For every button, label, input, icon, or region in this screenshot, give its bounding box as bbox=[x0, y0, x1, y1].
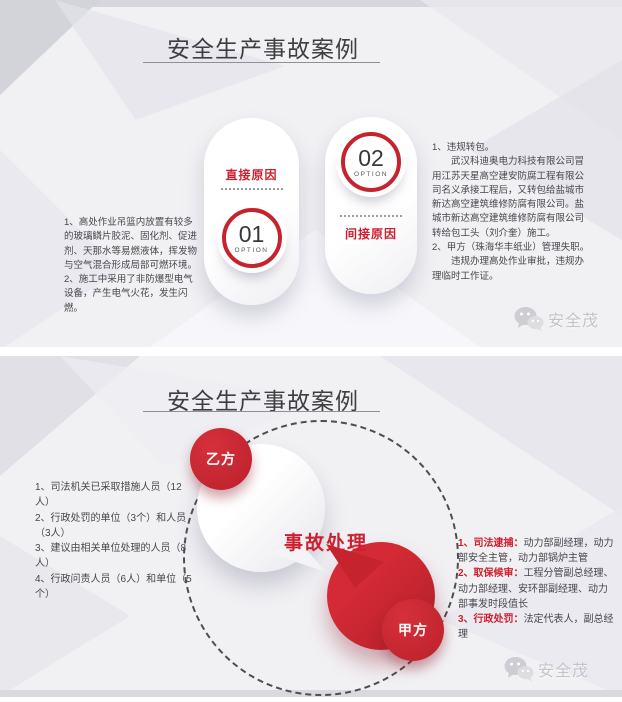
party-a-badge: 甲方 bbox=[382, 599, 444, 661]
title-underline bbox=[143, 62, 380, 63]
polygon-background bbox=[0, 0, 622, 347]
penalty-lead: 2、取保候审： bbox=[458, 568, 524, 580]
cause-item: 2、甲方（珠海华丰纸业）管理失职。 bbox=[432, 242, 590, 254]
cause-item: 1、违规转包。 bbox=[432, 142, 495, 153]
penalty-text: 动力部副经理，动力部安全主管，动力部锅炉主管 bbox=[458, 538, 614, 565]
list-item: 1、司法逮捕：动力部副经理，动力部安全主管，动力部锅炉主管 bbox=[458, 536, 614, 566]
option-circle-02: 02 OPTION bbox=[341, 132, 401, 192]
slide1-title: 安全生产事故案例 bbox=[167, 36, 359, 62]
watermark: 安全茂 bbox=[504, 656, 589, 682]
slide-bottom-accident-handling: 安全生产事故案例 事故处理 乙方 甲方 1、司法机关已采取措施人员（12人） 2… bbox=[0, 356, 622, 697]
list-item: 3、行政处罚：法定代表人，副总经理 bbox=[458, 612, 614, 642]
cause-item: 武汉科迪奥电力科技有限公司冒用江苏天星高空建安防腐工程有限公司名义承接工程后，又… bbox=[432, 156, 585, 239]
list-item: 2、取保候审：工程分管副总经理、动力部经理、安环部副经理、动力部事发时段值长 bbox=[458, 566, 614, 612]
watermark-text: 安全茂 bbox=[548, 313, 600, 330]
list-item: 2、行政处罚的单位（3个）和人员（3人） bbox=[35, 512, 187, 539]
direct-cause-label: 直接原因 bbox=[225, 168, 278, 182]
watermark: 安全茂 bbox=[514, 306, 599, 332]
indirect-cause-label: 间接原因 bbox=[344, 227, 397, 241]
cause-item: 2、施工中采用了非防爆型电气设备，产生电气火花，发生闪燃。 bbox=[64, 274, 193, 314]
penalty-lead: 1、司法逮捕： bbox=[458, 538, 524, 549]
capsule-indirect-cause: 02 OPTION 间接原因 bbox=[325, 117, 417, 294]
cause-item: 违规办理高处作业审批，违规办理临时工作证。 bbox=[432, 256, 585, 282]
slide2-title: 安全生产事故案例 bbox=[167, 388, 359, 414]
option-caption: OPTION bbox=[354, 170, 388, 178]
watermark-text: 安全茂 bbox=[538, 663, 590, 680]
list-item: 4、行政问责人员（6人）和单位（5个） bbox=[35, 573, 192, 601]
capsule-direct-cause: 直接原因 01 OPTION bbox=[204, 118, 299, 305]
list-item: 3、建议由相关单位处理的人员（8人） bbox=[35, 543, 187, 570]
option-number: 02 bbox=[358, 144, 384, 171]
wechat-icon bbox=[514, 307, 544, 332]
cause-item: 1、高处作业吊篮内放置有较多的玻璃鳞片胶泥、固化剂、促进剂、天那水等易燃液体，挥… bbox=[64, 217, 198, 271]
penalty-detail-list: 1、司法逮捕：动力部副经理，动力部安全主管，动力部锅炉主管 2、取保候审：工程分… bbox=[458, 536, 614, 642]
direct-cause-text-block: 1、高处作业吊篮内放置有较多的玻璃鳞片胶泥、固化剂、促进剂、天那水等易燃液体，挥… bbox=[64, 216, 200, 316]
penalty-text: 工程分管副总经理、动力部经理、安环部副经理、动力部事发时段值长 bbox=[458, 568, 614, 610]
penalty-text: 法定代表人，副总经理 bbox=[458, 614, 614, 641]
wechat-icon bbox=[504, 657, 534, 682]
title-underline bbox=[143, 411, 380, 412]
handling-summary-list: 1、司法机关已采取措施人员（12人） 2、行政处罚的单位（3个）和人员（3人） … bbox=[35, 480, 195, 602]
indirect-cause-text-block: 1、违规转包。 武汉科迪奥电力科技有限公司冒用江苏天星高空建安防腐工程有限公司名… bbox=[432, 141, 590, 284]
polygon-background bbox=[0, 356, 622, 697]
party-b-badge: 乙方 bbox=[190, 428, 252, 490]
dashed-circle-outline bbox=[183, 420, 459, 696]
accident-handling-label: 事故处理 bbox=[284, 533, 369, 554]
dotted-divider bbox=[340, 215, 402, 217]
option-number: 01 bbox=[238, 220, 265, 247]
option-caption: OPTION bbox=[234, 246, 269, 254]
list-item: 1、司法机关已采取措施人员（12人） bbox=[35, 482, 182, 509]
dotted-divider bbox=[220, 188, 283, 190]
background-polygon bbox=[0, 0, 622, 7]
penalty-lead: 3、行政处罚： bbox=[458, 614, 524, 626]
option-circle-01: 01 OPTION bbox=[221, 208, 282, 268]
slide-top-accident-causes: 安全生产事故案例 1、高处作业吊篮内放置有较多的玻璃鳞片胶泥、固化剂、促进剂、天… bbox=[0, 0, 622, 347]
